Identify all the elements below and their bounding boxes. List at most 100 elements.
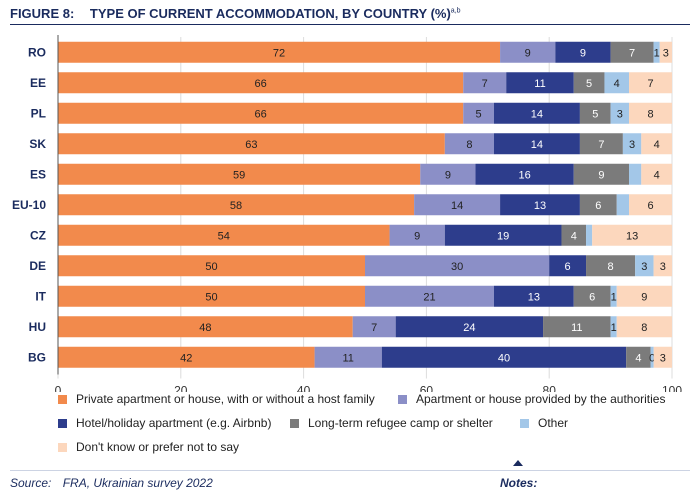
- bar-segment: [365, 285, 494, 307]
- bar-segment: [463, 72, 507, 94]
- data-label: 54: [218, 230, 230, 242]
- bar-segment: [493, 133, 580, 155]
- data-label: 8: [641, 322, 647, 334]
- data-label: 7: [647, 78, 653, 90]
- bar-segment: [58, 41, 501, 63]
- data-label: 7: [482, 78, 488, 90]
- source-note: Source: FRA, Ukrainian survey 2022: [10, 476, 213, 490]
- data-label: 24: [463, 322, 475, 334]
- data-label: 9: [598, 169, 604, 181]
- data-label: 7: [371, 322, 377, 334]
- data-label: 3: [641, 261, 647, 273]
- source-text: FRA, Ukrainian survey 2022: [62, 476, 213, 490]
- bar-segment: [579, 194, 617, 216]
- data-label: 6: [565, 261, 571, 273]
- data-label: 72: [273, 47, 285, 59]
- data-label: 9: [414, 230, 420, 242]
- figure-footer: Source: FRA, Ukrainian survey 2022 Notes…: [10, 460, 690, 490]
- bar-segment: [610, 316, 617, 338]
- legend-label: Long-term refugee camp or shelter: [308, 416, 493, 430]
- bar-segment: [650, 346, 654, 368]
- legend-item-refugee-camp: Long-term refugee camp or shelter: [290, 416, 493, 430]
- bar-segment: [573, 72, 605, 94]
- figure-title-text: TYPE OF CURRENT ACCOMMODATION, BY COUNTR…: [89, 6, 451, 21]
- data-label: 13: [534, 200, 546, 212]
- bar-segment: [414, 194, 501, 216]
- legend-label: Private apartment or house, with or with…: [76, 392, 375, 406]
- legend-item-private-apartment: Private apartment or house, with or with…: [58, 392, 375, 406]
- bar-segment: [586, 255, 636, 277]
- legend-swatch: [520, 418, 529, 428]
- data-label: 42: [180, 352, 192, 364]
- data-label: 8: [608, 261, 614, 273]
- category-label: CZ: [30, 228, 46, 242]
- data-label: 4: [635, 352, 641, 364]
- data-label: 11: [342, 352, 353, 364]
- bar-segment: [444, 224, 562, 246]
- legend-item-hotel: Hotel/holiday apartment (e.g. Airbnb): [58, 416, 271, 430]
- bar-segment: [573, 163, 630, 185]
- data-label: 6: [595, 200, 601, 212]
- footer-rule: [10, 470, 690, 471]
- data-label: 13: [528, 291, 540, 303]
- data-label: 6: [647, 200, 653, 212]
- bar-segment: [500, 41, 556, 63]
- category-label: HU: [29, 320, 46, 334]
- category-label: EU-10: [12, 198, 46, 212]
- legend-swatch: [58, 442, 67, 452]
- data-label: 8: [466, 139, 472, 151]
- bar-segment: [493, 102, 580, 124]
- data-label: 14: [531, 139, 543, 151]
- bar-segment: [58, 194, 415, 216]
- bar-segment: [420, 163, 476, 185]
- notes-toggle-arrow-icon[interactable]: [513, 460, 523, 466]
- bar-segment: [389, 224, 445, 246]
- legend-item-authorities-apartment: Apartment or house provided by the autho…: [398, 392, 665, 406]
- bar-segment: [629, 163, 642, 185]
- bar-segment: [586, 224, 593, 246]
- data-label: 40: [498, 352, 510, 364]
- bar-segment: [543, 316, 611, 338]
- data-label: 30: [451, 261, 463, 273]
- bar-segment: [381, 346, 627, 368]
- category-label: BG: [28, 350, 46, 364]
- bar-segment: [549, 255, 587, 277]
- data-label: 5: [586, 78, 592, 90]
- data-label: 16: [519, 169, 531, 181]
- data-label: 59: [233, 169, 245, 181]
- bar-segment: [444, 133, 494, 155]
- bar-segment: [365, 255, 550, 277]
- bar-segment: [610, 41, 654, 63]
- bar-segment: [58, 102, 464, 124]
- data-label: 9: [641, 291, 647, 303]
- data-label: 3: [617, 108, 623, 120]
- bar-segment: [573, 285, 611, 307]
- data-label: 13: [626, 230, 638, 242]
- bar-segment: [352, 316, 396, 338]
- bar-segment: [635, 255, 654, 277]
- data-label: 50: [205, 261, 217, 273]
- legend-swatch: [58, 394, 67, 404]
- data-label: 1: [654, 47, 660, 59]
- bar-segment: [592, 224, 672, 246]
- bar-segment: [626, 346, 651, 368]
- data-label: 8: [647, 108, 653, 120]
- data-label: 0: [649, 352, 655, 364]
- x-tick-label: 60: [420, 384, 434, 393]
- bar-segment: [629, 72, 672, 94]
- category-label: ES: [30, 167, 46, 181]
- bar-segment: [653, 255, 672, 277]
- data-label: 1: [611, 291, 617, 303]
- data-label: 19: [497, 230, 509, 242]
- data-label: 11: [534, 78, 545, 90]
- data-label: 58: [230, 200, 242, 212]
- bar-segment: [58, 163, 421, 185]
- x-tick-label: 100: [662, 384, 682, 393]
- notes-toggle[interactable]: Notes:: [500, 476, 538, 490]
- bar-segment: [604, 72, 630, 94]
- data-label: 7: [629, 47, 635, 59]
- figure-title-superscript: a,b: [450, 7, 461, 15]
- bar-segment: [58, 224, 390, 246]
- bar-segment: [475, 163, 574, 185]
- bar-segment: [506, 72, 574, 94]
